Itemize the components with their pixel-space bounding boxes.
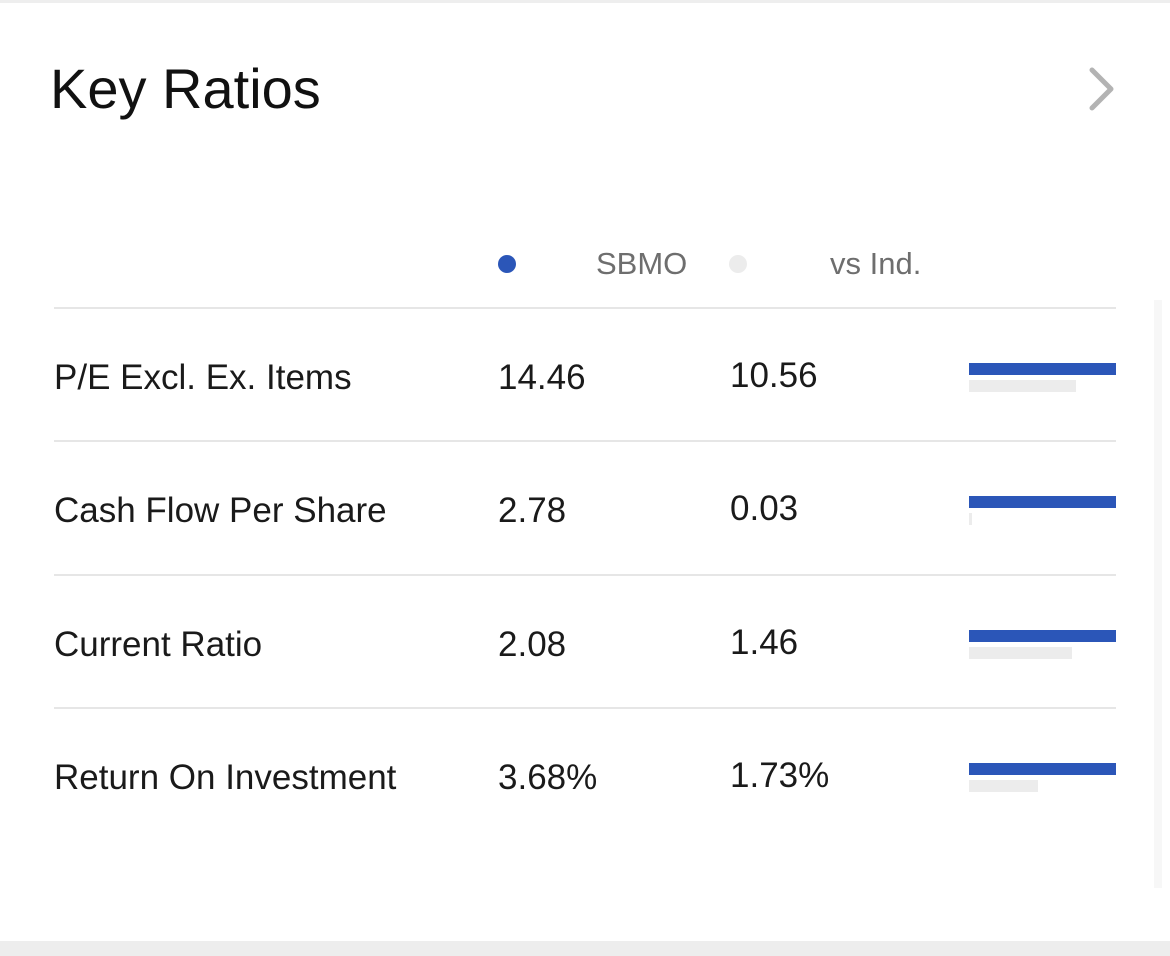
industry-value: 10.56 bbox=[730, 356, 818, 395]
industry-bar bbox=[969, 513, 972, 525]
chevron-right-icon[interactable] bbox=[1080, 63, 1124, 115]
company-bar bbox=[969, 496, 1116, 508]
industry-value: 0.03 bbox=[730, 489, 799, 528]
industry-bar bbox=[969, 380, 1076, 392]
top-border bbox=[0, 0, 1170, 3]
comparison-bars bbox=[969, 630, 1116, 660]
company-value: 2.08 bbox=[498, 625, 567, 664]
company-bar bbox=[969, 763, 1116, 775]
chevron-right-glyph bbox=[1089, 67, 1114, 111]
card-title: Key Ratios bbox=[50, 57, 321, 120]
legend-dot-primary-icon bbox=[498, 255, 516, 273]
legend-label-company: SBMO bbox=[596, 246, 688, 281]
metric-label: Return On Investment bbox=[54, 758, 397, 797]
bottom-divider bbox=[0, 941, 1170, 956]
ratio-row-pe: P/E Excl. Ex. Items 14.46 10.56 bbox=[54, 307, 1116, 442]
company-bar bbox=[969, 630, 1116, 642]
legend-dot-industry-icon bbox=[729, 255, 747, 273]
ratio-row-current-ratio: Current Ratio 2.08 1.46 bbox=[54, 574, 1116, 709]
ratio-row-roi: Return On Investment 3.68% 1.73% bbox=[54, 707, 1116, 842]
metric-label: Current Ratio bbox=[54, 625, 263, 664]
comparison-bars bbox=[969, 363, 1116, 393]
industry-bar bbox=[969, 647, 1072, 659]
company-value: 3.68% bbox=[498, 758, 598, 797]
company-bar bbox=[969, 363, 1116, 375]
industry-value: 1.73% bbox=[730, 756, 830, 795]
metric-label: Cash Flow Per Share bbox=[54, 491, 387, 530]
comparison-bars bbox=[969, 496, 1116, 526]
industry-value: 1.46 bbox=[730, 623, 799, 662]
comparison-bars bbox=[969, 763, 1116, 793]
company-value: 14.46 bbox=[498, 358, 586, 397]
ratio-row-cash-flow: Cash Flow Per Share 2.78 0.03 bbox=[54, 440, 1116, 575]
legend-label-industry: vs Ind. bbox=[830, 246, 922, 281]
scroll-track[interactable] bbox=[1154, 300, 1162, 888]
company-value: 2.78 bbox=[498, 491, 567, 530]
metric-label: P/E Excl. Ex. Items bbox=[54, 358, 352, 397]
industry-bar bbox=[969, 780, 1038, 792]
